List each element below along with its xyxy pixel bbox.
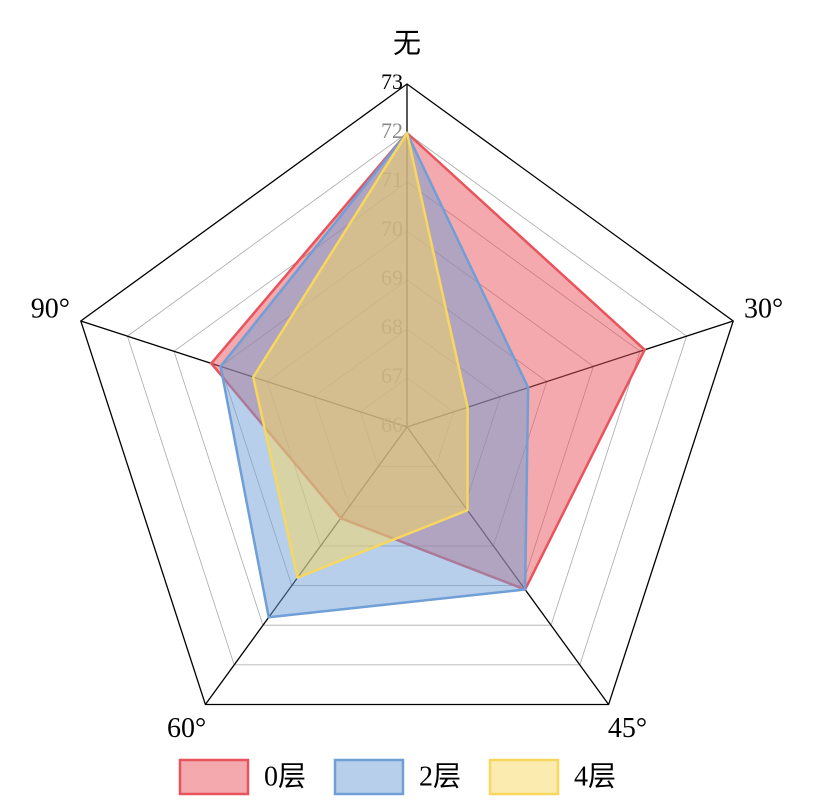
- grid-ring: [126, 132, 688, 666]
- legend-label: 0层: [264, 761, 306, 792]
- legend-label: 2层: [419, 761, 461, 792]
- category-label: 30°: [744, 294, 783, 325]
- category-label: 无: [393, 28, 421, 59]
- legend-label: 4层: [574, 761, 616, 792]
- category-label: 90°: [31, 294, 70, 325]
- legend-swatch: [488, 758, 560, 796]
- series-area: [251, 131, 469, 579]
- r-tick-label: 73: [381, 69, 403, 94]
- r-tick-label: 72: [381, 118, 403, 143]
- category-label: 45°: [608, 713, 647, 744]
- legend-swatch: [178, 758, 250, 796]
- legend-swatch: [333, 758, 405, 796]
- category-label: 60°: [167, 713, 206, 744]
- grid-ring: [80, 83, 734, 706]
